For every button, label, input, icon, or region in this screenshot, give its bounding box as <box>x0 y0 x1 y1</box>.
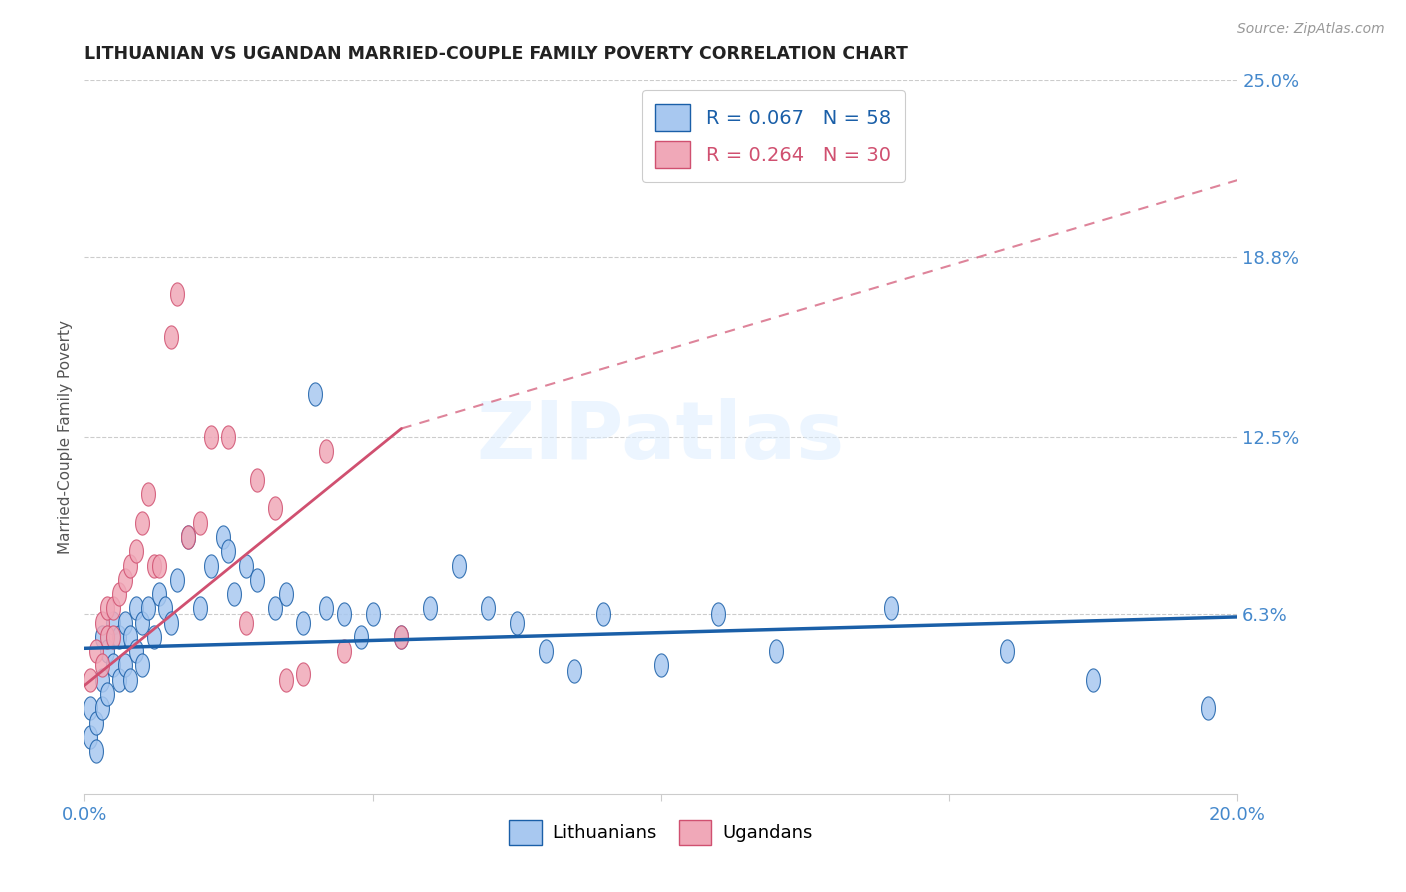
Point <box>131 658 153 673</box>
Point <box>160 615 183 630</box>
Point <box>142 558 165 573</box>
Point <box>108 587 131 601</box>
Point <box>263 601 285 615</box>
Point <box>148 587 170 601</box>
Point <box>96 644 118 658</box>
Point <box>90 615 112 630</box>
Point <box>211 530 233 544</box>
Point <box>218 544 240 558</box>
Point <box>120 558 142 573</box>
Point <box>103 658 124 673</box>
Point <box>188 601 211 615</box>
Point <box>592 607 614 621</box>
Point <box>1198 701 1220 715</box>
Point <box>477 601 499 615</box>
Point <box>131 516 153 530</box>
Point <box>564 664 586 678</box>
Point <box>200 430 222 444</box>
Point <box>506 615 529 630</box>
Point <box>90 701 112 715</box>
Point <box>276 673 298 687</box>
Point <box>96 687 118 701</box>
Point <box>84 715 107 730</box>
Point <box>650 658 672 673</box>
Point <box>391 630 413 644</box>
Point <box>235 558 257 573</box>
Point <box>108 630 131 644</box>
Point <box>246 473 269 487</box>
Point <box>315 444 337 458</box>
Point <box>534 644 557 658</box>
Point <box>114 615 136 630</box>
Point <box>79 730 101 744</box>
Text: Source: ZipAtlas.com: Source: ZipAtlas.com <box>1237 22 1385 37</box>
Point <box>90 673 112 687</box>
Point <box>419 601 441 615</box>
Point <box>200 558 222 573</box>
Point <box>120 630 142 644</box>
Point <box>148 558 170 573</box>
Point <box>160 330 183 344</box>
Point <box>1083 673 1105 687</box>
Point <box>90 630 112 644</box>
Point <box>103 615 124 630</box>
Text: ZIPatlas: ZIPatlas <box>477 398 845 476</box>
Point <box>350 630 373 644</box>
Point <box>142 630 165 644</box>
Legend: Lithuanians, Ugandans: Lithuanians, Ugandans <box>502 813 820 853</box>
Point <box>79 673 101 687</box>
Point <box>995 644 1018 658</box>
Y-axis label: Married-Couple Family Poverty: Married-Couple Family Poverty <box>58 320 73 554</box>
Point <box>114 658 136 673</box>
Point <box>304 387 326 401</box>
Point <box>707 607 730 621</box>
Text: LITHUANIAN VS UGANDAN MARRIED-COUPLE FAMILY POVERTY CORRELATION CHART: LITHUANIAN VS UGANDAN MARRIED-COUPLE FAM… <box>84 45 908 63</box>
Point <box>103 630 124 644</box>
Point <box>263 501 285 516</box>
Point <box>880 601 903 615</box>
Point <box>292 667 315 681</box>
Point <box>125 644 148 658</box>
Point <box>84 644 107 658</box>
Point <box>177 530 200 544</box>
Point <box>108 673 131 687</box>
Point <box>391 630 413 644</box>
Point <box>103 601 124 615</box>
Point <box>136 601 159 615</box>
Point <box>315 601 337 615</box>
Point <box>449 558 471 573</box>
Point <box>114 573 136 587</box>
Point <box>131 615 153 630</box>
Point <box>120 673 142 687</box>
Point <box>96 630 118 644</box>
Point <box>333 607 356 621</box>
Point <box>177 530 200 544</box>
Point <box>84 744 107 758</box>
Point <box>125 544 148 558</box>
Point <box>224 587 246 601</box>
Point <box>361 607 384 621</box>
Point <box>246 573 269 587</box>
Point <box>166 287 188 301</box>
Point <box>166 573 188 587</box>
Point <box>136 487 159 501</box>
Point <box>235 615 257 630</box>
Point <box>79 701 101 715</box>
Point <box>188 516 211 530</box>
Point <box>276 587 298 601</box>
Point <box>96 601 118 615</box>
Point <box>218 430 240 444</box>
Point <box>153 601 176 615</box>
Point <box>90 658 112 673</box>
Point <box>125 601 148 615</box>
Point <box>765 644 787 658</box>
Point <box>333 644 356 658</box>
Point <box>292 615 315 630</box>
